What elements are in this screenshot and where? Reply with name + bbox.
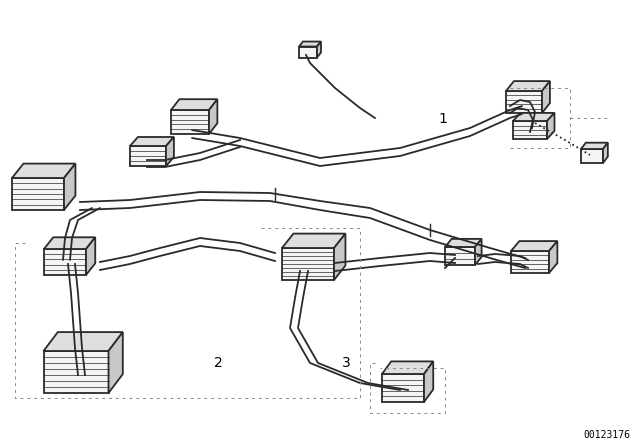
Polygon shape bbox=[445, 239, 482, 247]
Polygon shape bbox=[44, 332, 123, 351]
Polygon shape bbox=[130, 146, 166, 166]
Polygon shape bbox=[44, 249, 86, 275]
Polygon shape bbox=[547, 113, 554, 139]
Polygon shape bbox=[109, 332, 123, 393]
Polygon shape bbox=[475, 239, 482, 265]
Text: 2: 2 bbox=[214, 356, 223, 370]
Text: 3: 3 bbox=[342, 356, 351, 370]
Polygon shape bbox=[282, 248, 334, 280]
Polygon shape bbox=[511, 251, 549, 273]
Polygon shape bbox=[299, 47, 317, 57]
Polygon shape bbox=[334, 233, 346, 280]
Polygon shape bbox=[86, 237, 95, 275]
Polygon shape bbox=[549, 241, 557, 273]
Polygon shape bbox=[513, 121, 547, 139]
Polygon shape bbox=[382, 374, 424, 402]
Polygon shape bbox=[171, 99, 218, 110]
Polygon shape bbox=[603, 143, 608, 163]
Polygon shape bbox=[12, 178, 64, 210]
Polygon shape bbox=[44, 351, 109, 393]
Polygon shape bbox=[44, 237, 95, 249]
Polygon shape bbox=[581, 149, 603, 163]
Polygon shape bbox=[171, 110, 209, 134]
Polygon shape bbox=[424, 362, 433, 402]
Polygon shape bbox=[64, 164, 76, 210]
Polygon shape bbox=[542, 81, 550, 113]
Polygon shape bbox=[166, 137, 174, 166]
Polygon shape bbox=[12, 164, 76, 178]
Polygon shape bbox=[506, 91, 542, 113]
Polygon shape bbox=[282, 233, 346, 248]
Polygon shape bbox=[513, 113, 554, 121]
Polygon shape bbox=[506, 81, 550, 91]
Text: 00123176: 00123176 bbox=[583, 430, 630, 440]
Polygon shape bbox=[445, 247, 475, 265]
Polygon shape bbox=[581, 143, 608, 149]
Polygon shape bbox=[511, 241, 557, 251]
Text: 1: 1 bbox=[438, 112, 447, 126]
Polygon shape bbox=[382, 362, 433, 374]
Polygon shape bbox=[209, 99, 218, 134]
Polygon shape bbox=[130, 137, 174, 146]
Polygon shape bbox=[317, 42, 321, 57]
Polygon shape bbox=[299, 42, 321, 47]
